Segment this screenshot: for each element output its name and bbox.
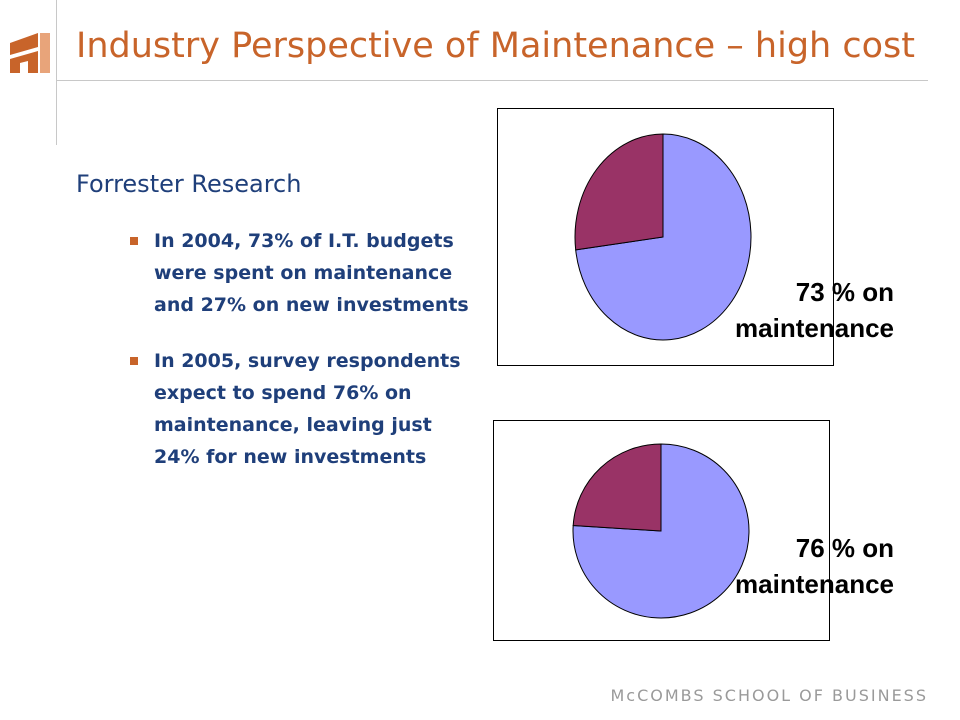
pie-slice-new-investments [572,443,662,532]
square-bullet-icon [130,357,138,365]
pie-chart-2005-svg [572,443,750,619]
pie-chart-2004-label-line2: maintenance [735,313,894,343]
pie-chart-2004 [497,108,834,366]
bullet-text: In 2005, survey respondents expect to sp… [154,350,461,468]
pie-chart-2004-label-line1: 73 % on [795,277,894,307]
pie-slice-new-investments [574,133,664,251]
footer-brand: McCOMBS SCHOOL OF BUSINESS [610,686,928,705]
bullet-item: In 2005, survey respondents expect to sp… [124,345,474,473]
bullet-list: In 2004, 73% of I.T. budgets were spent … [124,225,474,497]
pie-chart-2004-label: 73 % on maintenance [680,274,894,346]
pie-chart-2004-svg [574,133,752,341]
header-vertical-divider [56,0,57,145]
section-subtitle: Forrester Research [76,170,302,198]
mccombs-logo-icon [10,33,50,73]
bullet-item: In 2004, 73% of I.T. budgets were spent … [124,225,474,321]
pie-chart-2005 [493,420,830,641]
pie-chart-2005-label-line2: maintenance [735,569,894,599]
square-bullet-icon [130,237,138,245]
pie-chart-2005-label: 76 % on maintenance [680,530,894,602]
header-horizontal-divider [56,80,928,81]
bullet-text: In 2004, 73% of I.T. budgets were spent … [154,230,469,316]
page-title: Industry Perspective of Maintenance – hi… [76,26,915,66]
pie-chart-2005-label-line1: 76 % on [795,533,894,563]
